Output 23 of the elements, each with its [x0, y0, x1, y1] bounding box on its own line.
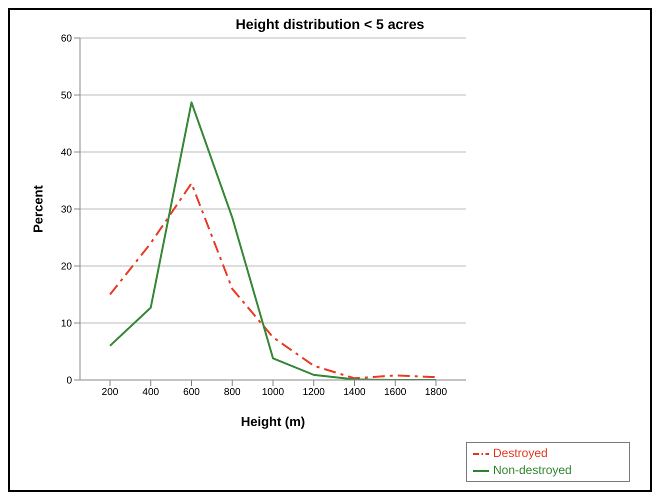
y-tick-label: 20 [60, 262, 72, 273]
x-tick-label: 1400 [343, 387, 366, 398]
x-tick-label: 800 [224, 387, 242, 398]
y-tick-label: 50 [60, 90, 72, 102]
line-series [109, 182, 437, 380]
legend-label: Destroyed [493, 446, 548, 460]
x-tick-label: 1000 [262, 387, 285, 398]
x-tick-label: 1800 [424, 387, 448, 398]
x-tick-label: 400 [142, 387, 160, 398]
y-tick-label: 60 [60, 34, 72, 45]
x-tick-label: 1200 [302, 387, 326, 398]
y-tick-label: 40 [60, 148, 72, 159]
y-tick-label: 0 [66, 376, 72, 387]
legend-label: Non-destroyed [493, 463, 572, 478]
x-tick-label: 600 [183, 387, 200, 398]
line-series [109, 101, 437, 380]
x-tick-label: 1600 [384, 387, 407, 398]
y-tick-label: 30 [60, 204, 72, 216]
chart-title: Height distribution < 5 acres [234, 16, 426, 32]
y-axis-title: Percent [30, 184, 46, 233]
x-tick-label: 200 [102, 387, 119, 398]
y-tick-label: 10 [60, 318, 72, 330]
x-axis-title: Height (m) [240, 414, 306, 429]
